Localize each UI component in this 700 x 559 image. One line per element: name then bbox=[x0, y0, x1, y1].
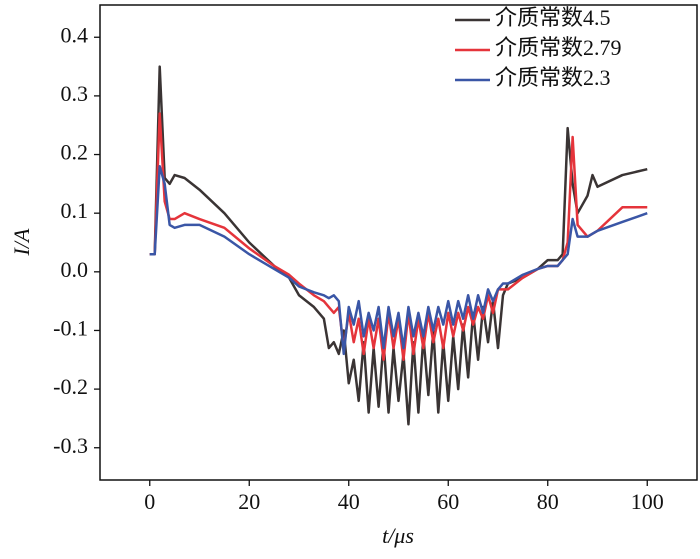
legend-label: 介质常数4.5 bbox=[495, 5, 611, 30]
series-line bbox=[149, 65, 648, 426]
y-tick-label: 0.0 bbox=[61, 257, 89, 282]
x-axis-label: t/μs bbox=[382, 523, 414, 548]
x-tick-label: 0 bbox=[144, 489, 155, 514]
y-tick-label: -0.1 bbox=[53, 316, 88, 341]
y-tick-label: -0.2 bbox=[53, 374, 88, 399]
y-tick-label: 0.2 bbox=[61, 140, 89, 165]
y-tick-label: 0.4 bbox=[61, 22, 89, 47]
x-tick-label: 60 bbox=[437, 489, 459, 514]
series-line bbox=[149, 165, 648, 356]
plot-frame bbox=[99, 4, 698, 481]
y-axis-label: I/A bbox=[9, 228, 34, 256]
x-tick-label: 80 bbox=[537, 489, 559, 514]
y-tick-label: 0.1 bbox=[61, 198, 89, 223]
x-tick-label: 40 bbox=[338, 489, 360, 514]
y-tick-label: -0.3 bbox=[53, 433, 88, 458]
legend-label: 介质常数2.3 bbox=[495, 65, 611, 90]
legend-label: 介质常数2.79 bbox=[495, 35, 622, 60]
x-tick-label: 100 bbox=[631, 489, 664, 514]
x-tick-label: 20 bbox=[238, 489, 260, 514]
y-tick-label: 0.3 bbox=[61, 81, 89, 106]
